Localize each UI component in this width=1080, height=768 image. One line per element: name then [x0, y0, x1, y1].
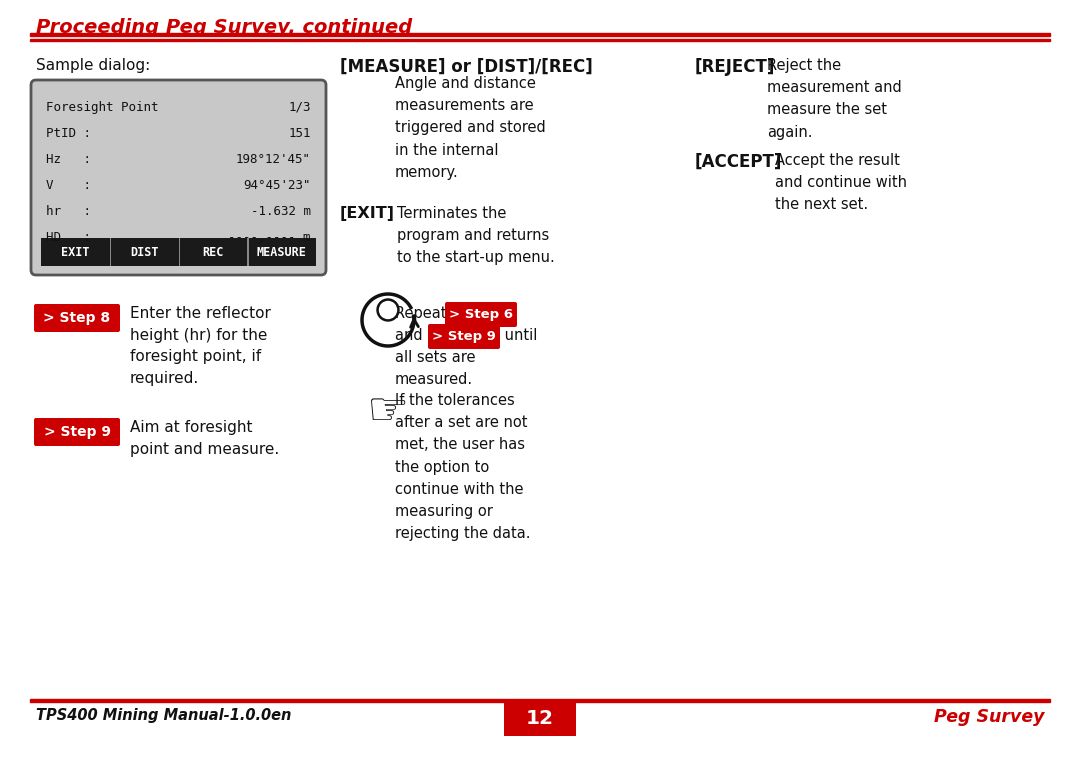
Text: hr   :: hr :: [46, 205, 91, 218]
Text: Sample dialog:: Sample dialog:: [36, 58, 150, 73]
Text: 151: 151: [288, 127, 311, 140]
Text: Angle and distance
measurements are
triggered and stored
in the internal
memory.: Angle and distance measurements are trig…: [395, 76, 545, 180]
Text: REC: REC: [202, 246, 224, 259]
Text: 1/3: 1/3: [288, 101, 311, 114]
Text: Terminates the
program and returns
to the start-up menu.: Terminates the program and returns to th…: [397, 206, 555, 266]
Text: Hz   :: Hz :: [46, 153, 91, 166]
Text: and: and: [395, 328, 428, 343]
Text: Accept the result
and continue with
the next set.: Accept the result and continue with the …: [775, 153, 907, 213]
Text: > Step 9: > Step 9: [432, 330, 496, 343]
Text: all sets are
measured.: all sets are measured.: [395, 350, 475, 387]
Text: > Step 8: > Step 8: [43, 311, 110, 325]
Text: -1.632 m: -1.632 m: [251, 205, 311, 218]
Text: If the tolerances
after a set are not
met, the user has
the option to
continue w: If the tolerances after a set are not me…: [395, 393, 530, 541]
Text: 12: 12: [526, 710, 554, 729]
Text: [ACCEPT]: [ACCEPT]: [696, 153, 782, 171]
Bar: [110, 238, 111, 266]
Text: 94°45'23": 94°45'23": [243, 179, 311, 192]
Bar: [178, 238, 180, 266]
FancyBboxPatch shape: [33, 418, 120, 446]
Text: ----,---- m: ----,---- m: [229, 231, 311, 244]
Text: [MEASURE] or [DIST]/[REC]: [MEASURE] or [DIST]/[REC]: [340, 58, 593, 76]
Text: until: until: [500, 328, 538, 343]
Bar: [30, 32, 1050, 36]
Text: MEASURE: MEASURE: [257, 246, 307, 259]
Text: Enter the reflector
height (hr) for the
foresight point, if
required.: Enter the reflector height (hr) for the …: [130, 306, 271, 386]
Text: Aim at foresight
point and measure.: Aim at foresight point and measure.: [130, 420, 280, 457]
Bar: [247, 238, 248, 266]
Text: PtID :: PtID :: [46, 127, 91, 140]
Bar: [30, 699, 1050, 702]
Text: [EXIT]: [EXIT]: [340, 206, 395, 221]
Text: 198°12'45": 198°12'45": [237, 153, 311, 166]
Text: HD   :: HD :: [46, 231, 91, 244]
Text: Peg Survey: Peg Survey: [933, 708, 1044, 726]
FancyBboxPatch shape: [31, 80, 326, 275]
Text: Foresight Point: Foresight Point: [46, 101, 159, 114]
Text: > Step 6: > Step 6: [449, 308, 513, 321]
Text: Repeat: Repeat: [395, 306, 451, 321]
Circle shape: [379, 302, 396, 319]
Text: V    :: V :: [46, 179, 91, 192]
Bar: [41, 238, 316, 266]
Text: TPS400 Mining Manual-1.0.0en: TPS400 Mining Manual-1.0.0en: [36, 708, 292, 723]
FancyBboxPatch shape: [445, 302, 517, 327]
Bar: [30, 39, 1050, 41]
Text: Proceeding Peg Survey, continued: Proceeding Peg Survey, continued: [36, 18, 413, 37]
FancyBboxPatch shape: [428, 324, 500, 349]
Bar: [504, 702, 576, 736]
FancyBboxPatch shape: [33, 304, 120, 332]
Text: > Step 9: > Step 9: [43, 425, 110, 439]
Text: Reject the
measurement and
measure the set
again.: Reject the measurement and measure the s…: [767, 58, 902, 140]
Text: EXIT: EXIT: [62, 246, 90, 259]
Text: DIST: DIST: [130, 246, 159, 259]
Text: ☞: ☞: [367, 390, 409, 435]
Text: [REJECT]: [REJECT]: [696, 58, 775, 76]
Circle shape: [377, 299, 399, 321]
